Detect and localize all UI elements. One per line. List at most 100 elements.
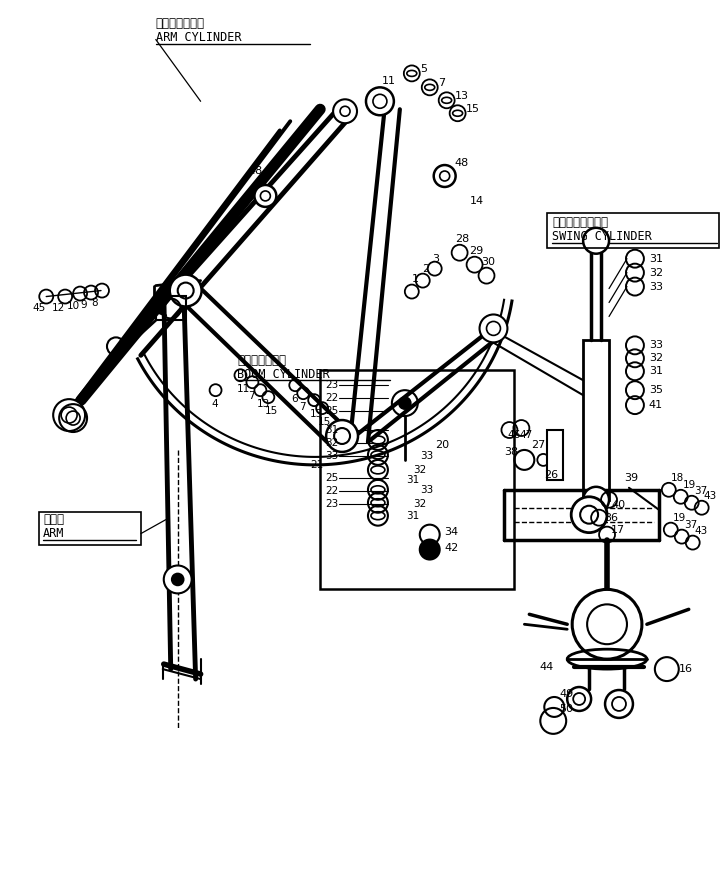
Text: 9: 9 xyxy=(81,299,87,310)
Text: 33: 33 xyxy=(420,451,433,461)
Text: 5: 5 xyxy=(420,65,427,74)
Text: 18: 18 xyxy=(671,473,684,483)
Text: 3: 3 xyxy=(432,254,438,263)
Circle shape xyxy=(612,697,626,711)
Circle shape xyxy=(587,604,627,644)
Circle shape xyxy=(53,399,85,431)
Text: BOOM CYLINDER: BOOM CYLINDER xyxy=(237,368,330,381)
Text: 50: 50 xyxy=(559,704,573,714)
Text: 38: 38 xyxy=(505,447,518,457)
Text: ブームシリンダ: ブームシリンダ xyxy=(237,354,286,367)
Text: 47: 47 xyxy=(519,430,533,440)
Text: 32: 32 xyxy=(649,353,663,364)
Text: 12: 12 xyxy=(51,303,65,314)
Text: 31: 31 xyxy=(406,511,419,521)
Text: アームシリンダ: アームシリンダ xyxy=(156,17,205,31)
Text: 8: 8 xyxy=(92,297,98,308)
Text: 19: 19 xyxy=(683,480,696,490)
Text: アーム: アーム xyxy=(43,514,64,526)
Circle shape xyxy=(434,165,456,187)
Text: 32: 32 xyxy=(649,268,663,277)
Text: 11: 11 xyxy=(236,385,249,394)
Text: 41: 41 xyxy=(649,400,663,410)
Text: 27: 27 xyxy=(531,440,546,450)
Text: 17: 17 xyxy=(611,525,625,535)
Text: 14: 14 xyxy=(469,196,484,206)
Text: 32: 32 xyxy=(413,499,426,508)
Circle shape xyxy=(333,99,357,123)
Text: 43: 43 xyxy=(695,526,708,535)
Text: 39: 39 xyxy=(624,473,638,483)
Text: 22: 22 xyxy=(325,486,338,496)
Bar xyxy=(547,430,563,480)
Circle shape xyxy=(583,487,609,513)
Bar xyxy=(320,371,514,589)
Text: 28: 28 xyxy=(455,234,469,244)
Text: 13: 13 xyxy=(310,409,324,419)
Text: ARM CYLINDER: ARM CYLINDER xyxy=(156,31,242,44)
Text: 31: 31 xyxy=(649,366,663,376)
Text: スイングシリンダ: スイングシリンダ xyxy=(552,216,609,229)
Text: 10: 10 xyxy=(66,301,80,310)
Text: 15: 15 xyxy=(318,417,332,427)
Text: 20: 20 xyxy=(435,440,449,450)
Text: 31: 31 xyxy=(649,254,663,263)
Text: 7: 7 xyxy=(299,402,306,412)
Text: 4: 4 xyxy=(211,399,218,409)
Text: 37: 37 xyxy=(694,486,707,496)
Text: 33: 33 xyxy=(420,485,433,494)
Text: 2: 2 xyxy=(422,263,429,274)
Text: 25: 25 xyxy=(325,406,338,416)
Bar xyxy=(39,512,141,545)
Bar xyxy=(547,213,719,248)
Text: SWING CYLINDER: SWING CYLINDER xyxy=(552,230,652,243)
Circle shape xyxy=(260,191,270,201)
Text: 48: 48 xyxy=(455,158,469,168)
Text: 33: 33 xyxy=(325,451,338,461)
Text: 19: 19 xyxy=(673,513,686,522)
Circle shape xyxy=(479,315,508,343)
Text: 40: 40 xyxy=(611,500,625,510)
Text: 32: 32 xyxy=(413,465,426,475)
Text: 48: 48 xyxy=(249,166,262,176)
Circle shape xyxy=(164,566,192,593)
Text: 26: 26 xyxy=(544,470,558,480)
Circle shape xyxy=(583,228,609,254)
Text: 1: 1 xyxy=(412,274,419,283)
Text: 13: 13 xyxy=(455,92,469,101)
Text: 7: 7 xyxy=(249,392,255,401)
Circle shape xyxy=(373,94,387,108)
Circle shape xyxy=(255,185,276,207)
Circle shape xyxy=(326,420,358,452)
Circle shape xyxy=(572,589,642,659)
Text: 29: 29 xyxy=(469,246,484,255)
Text: 32: 32 xyxy=(325,438,338,448)
Text: 6: 6 xyxy=(291,394,298,404)
Text: 15: 15 xyxy=(466,105,479,114)
Text: 49: 49 xyxy=(559,689,573,699)
Circle shape xyxy=(172,574,184,585)
Circle shape xyxy=(605,690,633,718)
Text: 34: 34 xyxy=(445,527,459,536)
Text: 37: 37 xyxy=(684,520,697,529)
Text: 46: 46 xyxy=(508,430,521,440)
Text: 7: 7 xyxy=(438,78,445,88)
Text: 15: 15 xyxy=(265,406,278,416)
Text: 36: 36 xyxy=(604,513,618,522)
Text: 25: 25 xyxy=(325,473,338,483)
Text: 21: 21 xyxy=(310,460,324,470)
Circle shape xyxy=(169,275,202,306)
Circle shape xyxy=(366,87,394,115)
Text: 11: 11 xyxy=(382,77,396,86)
Text: 45: 45 xyxy=(32,303,46,314)
Text: 33: 33 xyxy=(649,340,663,351)
Text: 13: 13 xyxy=(257,399,270,409)
Circle shape xyxy=(340,106,350,116)
Text: 22: 22 xyxy=(325,393,338,403)
Bar xyxy=(156,296,186,320)
Bar xyxy=(583,340,609,500)
Text: 44: 44 xyxy=(539,662,554,672)
Text: 31: 31 xyxy=(325,425,338,435)
Text: 31: 31 xyxy=(406,475,419,485)
Text: 16: 16 xyxy=(678,664,693,674)
